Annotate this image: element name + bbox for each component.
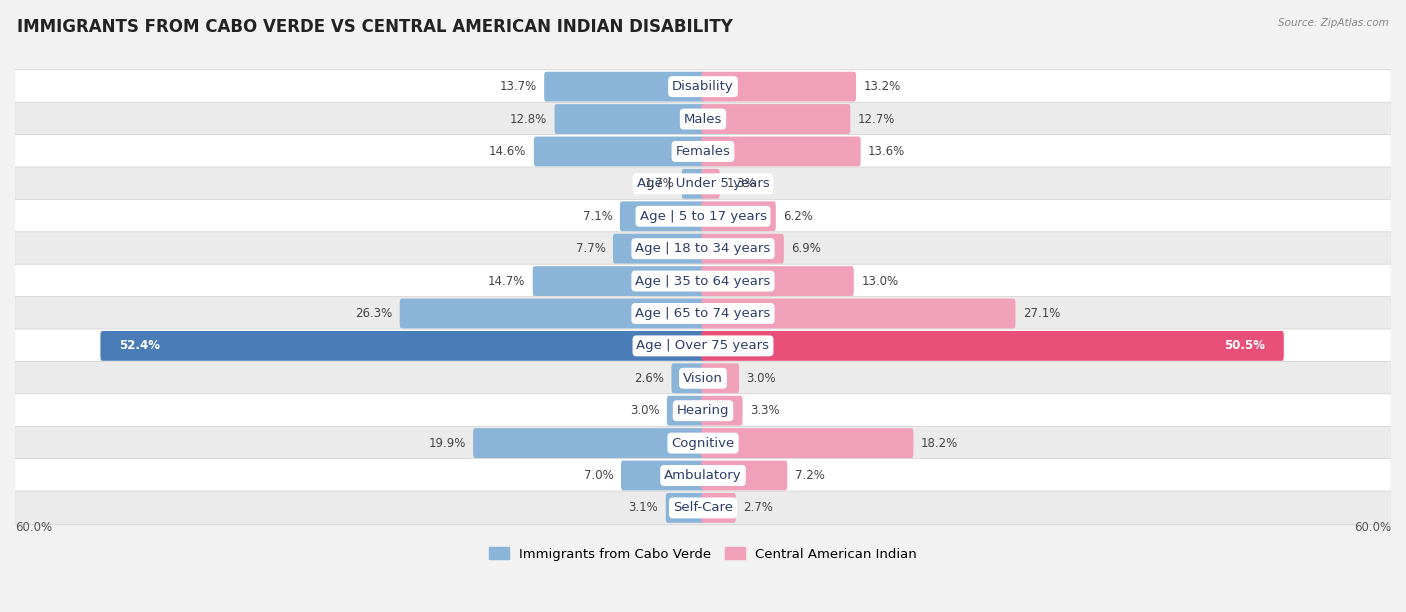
Text: 2.6%: 2.6% — [634, 371, 664, 385]
Text: 60.0%: 60.0% — [1354, 521, 1391, 534]
FancyBboxPatch shape — [15, 362, 1391, 395]
FancyBboxPatch shape — [702, 299, 1015, 329]
FancyBboxPatch shape — [15, 167, 1391, 201]
Text: 3.0%: 3.0% — [747, 371, 776, 385]
Text: Source: ZipAtlas.com: Source: ZipAtlas.com — [1278, 18, 1389, 28]
Text: 14.7%: 14.7% — [488, 275, 526, 288]
Text: Age | Over 75 years: Age | Over 75 years — [637, 340, 769, 353]
FancyBboxPatch shape — [702, 104, 851, 134]
FancyBboxPatch shape — [682, 169, 704, 199]
Text: 13.2%: 13.2% — [863, 80, 901, 93]
FancyBboxPatch shape — [702, 364, 740, 393]
FancyBboxPatch shape — [15, 394, 1391, 428]
Text: 60.0%: 60.0% — [15, 521, 52, 534]
Text: 7.7%: 7.7% — [575, 242, 606, 255]
FancyBboxPatch shape — [665, 493, 704, 523]
FancyBboxPatch shape — [15, 458, 1391, 492]
FancyBboxPatch shape — [534, 136, 704, 166]
Text: 7.0%: 7.0% — [583, 469, 613, 482]
Text: 52.4%: 52.4% — [120, 340, 160, 353]
Text: 1.7%: 1.7% — [644, 177, 675, 190]
FancyBboxPatch shape — [702, 72, 856, 102]
Text: 18.2%: 18.2% — [921, 436, 957, 450]
Text: Age | 35 to 64 years: Age | 35 to 64 years — [636, 275, 770, 288]
FancyBboxPatch shape — [702, 266, 853, 296]
Text: 2.7%: 2.7% — [744, 501, 773, 515]
Text: Ambulatory: Ambulatory — [664, 469, 742, 482]
Text: 6.9%: 6.9% — [792, 242, 821, 255]
FancyBboxPatch shape — [702, 428, 914, 458]
FancyBboxPatch shape — [702, 493, 735, 523]
Text: 3.3%: 3.3% — [749, 404, 780, 417]
FancyBboxPatch shape — [100, 331, 704, 361]
FancyBboxPatch shape — [702, 201, 776, 231]
FancyBboxPatch shape — [544, 72, 704, 102]
FancyBboxPatch shape — [15, 264, 1391, 298]
Text: 3.0%: 3.0% — [630, 404, 659, 417]
FancyBboxPatch shape — [702, 234, 783, 264]
Text: Age | 65 to 74 years: Age | 65 to 74 years — [636, 307, 770, 320]
FancyBboxPatch shape — [672, 364, 704, 393]
Text: 3.1%: 3.1% — [628, 501, 658, 515]
Text: 12.7%: 12.7% — [858, 113, 896, 125]
FancyBboxPatch shape — [666, 396, 704, 425]
Text: 50.5%: 50.5% — [1223, 340, 1265, 353]
FancyBboxPatch shape — [15, 491, 1391, 524]
Text: Self-Care: Self-Care — [673, 501, 733, 515]
FancyBboxPatch shape — [533, 266, 704, 296]
FancyBboxPatch shape — [702, 461, 787, 490]
FancyBboxPatch shape — [15, 329, 1391, 363]
Text: 14.6%: 14.6% — [489, 145, 526, 158]
Text: Females: Females — [675, 145, 731, 158]
Text: Cognitive: Cognitive — [672, 436, 734, 450]
FancyBboxPatch shape — [613, 234, 704, 264]
FancyBboxPatch shape — [702, 136, 860, 166]
FancyBboxPatch shape — [702, 331, 1284, 361]
FancyBboxPatch shape — [15, 200, 1391, 233]
FancyBboxPatch shape — [15, 297, 1391, 330]
FancyBboxPatch shape — [702, 396, 742, 425]
Text: 19.9%: 19.9% — [429, 436, 465, 450]
FancyBboxPatch shape — [702, 169, 720, 199]
Text: Age | Under 5 years: Age | Under 5 years — [637, 177, 769, 190]
Text: 7.2%: 7.2% — [794, 469, 824, 482]
FancyBboxPatch shape — [621, 461, 704, 490]
FancyBboxPatch shape — [15, 232, 1391, 266]
Text: Vision: Vision — [683, 371, 723, 385]
Legend: Immigrants from Cabo Verde, Central American Indian: Immigrants from Cabo Verde, Central Amer… — [484, 542, 922, 566]
Text: 7.1%: 7.1% — [582, 210, 613, 223]
Text: 13.7%: 13.7% — [499, 80, 537, 93]
Text: 26.3%: 26.3% — [354, 307, 392, 320]
Text: Age | 5 to 17 years: Age | 5 to 17 years — [640, 210, 766, 223]
FancyBboxPatch shape — [15, 135, 1391, 168]
FancyBboxPatch shape — [399, 299, 704, 329]
FancyBboxPatch shape — [15, 70, 1391, 103]
FancyBboxPatch shape — [554, 104, 704, 134]
Text: Hearing: Hearing — [676, 404, 730, 417]
FancyBboxPatch shape — [620, 201, 704, 231]
FancyBboxPatch shape — [15, 102, 1391, 136]
Text: 13.6%: 13.6% — [868, 145, 905, 158]
Text: 6.2%: 6.2% — [783, 210, 813, 223]
FancyBboxPatch shape — [472, 428, 704, 458]
Text: Disability: Disability — [672, 80, 734, 93]
Text: 12.8%: 12.8% — [510, 113, 547, 125]
Text: 13.0%: 13.0% — [862, 275, 898, 288]
Text: 1.3%: 1.3% — [727, 177, 756, 190]
Text: Age | 18 to 34 years: Age | 18 to 34 years — [636, 242, 770, 255]
Text: 27.1%: 27.1% — [1024, 307, 1060, 320]
Text: IMMIGRANTS FROM CABO VERDE VS CENTRAL AMERICAN INDIAN DISABILITY: IMMIGRANTS FROM CABO VERDE VS CENTRAL AM… — [17, 18, 733, 36]
FancyBboxPatch shape — [15, 426, 1391, 460]
Text: Males: Males — [683, 113, 723, 125]
